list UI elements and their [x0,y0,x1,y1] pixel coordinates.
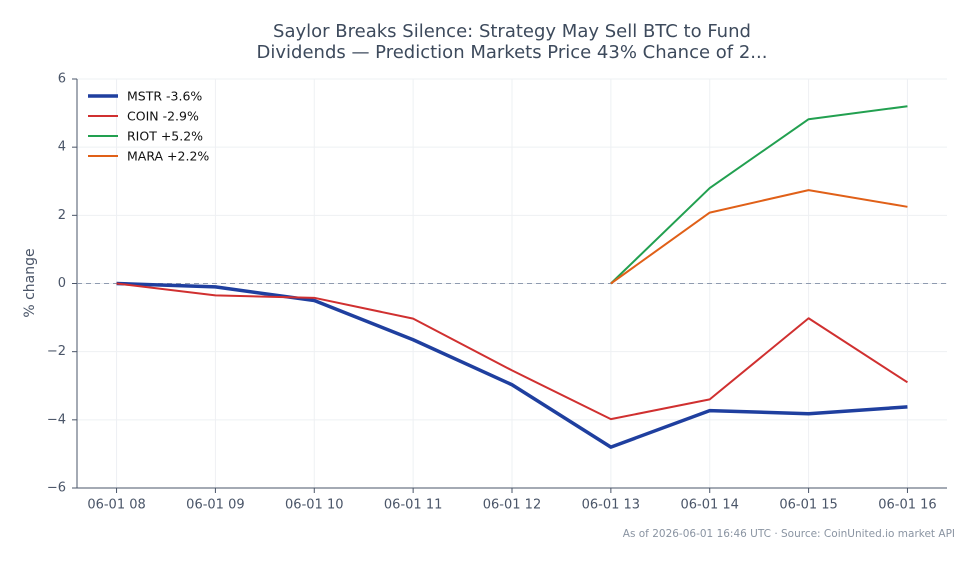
y-tick-label: 0 [58,276,66,291]
series-line [610,105,908,285]
legend-label: COIN -2.9% [127,109,199,124]
x-tick-label: 06-01 11 [384,498,442,513]
x-tick-label: 06-01 14 [681,498,739,513]
chart-title: Saylor Breaks Silence: Strategy May Sell… [273,21,751,42]
x-tick-label: 06-01 08 [87,498,145,513]
y-tick-label: 6 [58,72,66,87]
x-tick-label: 06-01 16 [878,498,936,513]
footnote: As of 2026-06-01 16:46 UTC · Source: Coi… [623,528,955,540]
y-tick-label: −2 [47,344,66,359]
y-tick-label: −4 [47,412,66,427]
x-tick-label: 06-01 09 [186,498,244,513]
y-tick-label: −6 [47,481,66,496]
x-tick-label: 06-01 12 [483,498,541,513]
legend-label: RIOT +5.2% [127,129,203,144]
y-axis-label: % change [22,248,38,317]
series-line [116,282,908,421]
series-line [610,189,908,285]
y-tick-label: 4 [58,140,66,155]
y-tick-label: 2 [58,208,66,223]
x-tick-label: 06-01 15 [779,498,837,513]
chart-title: Dividends — Prediction Markets Price 43%… [257,42,768,63]
x-tick-label: 06-01 10 [285,498,343,513]
legend-label: MARA +2.2% [127,149,209,164]
x-tick-label: 06-01 13 [582,498,640,513]
series-line [116,281,908,449]
legend-label: MSTR -3.6% [127,89,202,104]
